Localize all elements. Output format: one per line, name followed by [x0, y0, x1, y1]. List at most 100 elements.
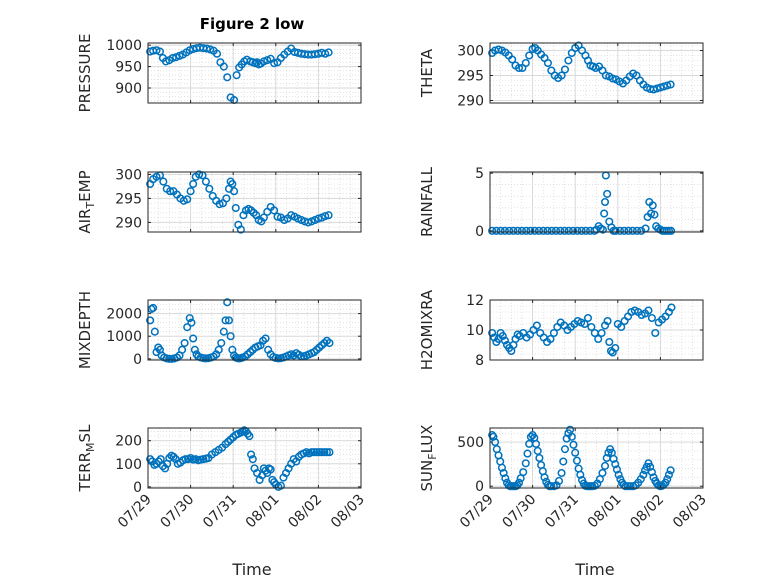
data-point: [611, 460, 620, 469]
data-point: [497, 463, 506, 472]
data-point: [215, 200, 224, 209]
data-point: [202, 44, 211, 53]
data-point: [554, 476, 564, 485]
series-markers: [488, 171, 676, 235]
y-tick-label: 2000: [106, 307, 142, 323]
data-point: [259, 213, 268, 222]
y-tick-label: 290: [457, 94, 484, 110]
data-point: [531, 439, 541, 448]
data-point: [195, 170, 204, 179]
data-point: [597, 328, 606, 338]
y-tick-label: 290: [115, 215, 142, 231]
data-point: [189, 179, 198, 189]
panel-air_temp: 290 295 300 AIRTEMP: [76, 167, 362, 234]
data-point: [491, 438, 500, 447]
data-point: [500, 336, 509, 345]
data-point: [543, 226, 552, 235]
data-point: [628, 226, 637, 235]
data-point: [547, 482, 556, 491]
data-point: [189, 334, 198, 343]
y-axis-label: MIXDEPTH: [76, 291, 94, 369]
data-point: [304, 218, 313, 227]
data-point: [187, 318, 196, 327]
data-point: [598, 225, 607, 234]
panel-h2omixra: 8 10 12 H2OMIXRA: [418, 289, 704, 370]
data-point: [180, 338, 189, 348]
data-point: [223, 73, 232, 82]
data-point: [620, 226, 629, 235]
data-point: [666, 80, 675, 89]
y-tick-label: 5: [475, 166, 484, 182]
data-point: [534, 226, 544, 235]
data-point: [324, 48, 333, 57]
series-markers: [146, 170, 333, 234]
data-point: [261, 334, 270, 343]
data-point: [500, 226, 509, 235]
data-point: [321, 212, 330, 221]
y-axis-label: RAINFALL: [418, 166, 436, 237]
data-point: [583, 313, 593, 323]
data-point: [205, 184, 214, 193]
y-axis-label-subscript: M: [84, 442, 97, 452]
data-point: [488, 431, 497, 440]
data-point: [556, 226, 565, 235]
y-tick-label: 0: [475, 224, 484, 240]
data-point: [310, 448, 319, 457]
y-axis-label-tail: EMP: [76, 170, 94, 201]
data-point: [573, 226, 582, 235]
data-point: [154, 457, 163, 466]
y-tick-label: 8: [475, 353, 484, 369]
y-axis-label: PRESSURE: [76, 34, 94, 113]
axes-box: [489, 299, 704, 361]
y-axis-label: SUNFLUX: [418, 425, 439, 492]
series-markers: [488, 41, 675, 94]
data-point: [186, 187, 195, 196]
data-point: [508, 55, 517, 64]
data-point: [490, 333, 499, 342]
data-point: [543, 58, 552, 68]
data-point: [526, 226, 535, 235]
panel-mixdepth: 0 1000 2000 MIXDEPTH: [76, 291, 362, 369]
y-tick-label: 0: [475, 479, 484, 495]
y-tick-label: 300: [115, 167, 142, 183]
data-point: [178, 345, 187, 354]
y-axis-label-subscript: F: [426, 453, 439, 459]
data-point: [501, 474, 510, 483]
data-point: [159, 177, 168, 186]
data-point: [539, 226, 548, 235]
y-tick-label: 950: [115, 60, 142, 76]
data-point: [560, 65, 570, 74]
series-markers: [488, 303, 676, 357]
data-point: [307, 448, 316, 457]
data-point: [219, 327, 228, 336]
data-point: [617, 322, 626, 332]
data-point: [600, 197, 610, 207]
y-axis-label-main: H2OMIXRA: [418, 289, 436, 370]
y-axis-label-main: SUN: [418, 460, 436, 492]
y-tick-label: 10: [466, 323, 484, 339]
data-point: [276, 481, 285, 490]
data-point: [580, 319, 589, 329]
axes-box: [147, 171, 362, 233]
panel-rainfall: 0 5 RAINFALL: [418, 166, 704, 240]
data-point: [201, 177, 210, 186]
data-point: [532, 321, 541, 330]
data-point: [547, 226, 556, 235]
data-point: [601, 71, 610, 80]
y-tick-label: 300: [457, 44, 484, 60]
data-point: [612, 465, 621, 474]
data-point: [577, 226, 586, 235]
y-axis-label: THETA: [418, 48, 436, 98]
data-point: [609, 454, 618, 463]
data-point: [324, 211, 333, 220]
data-point: [647, 468, 656, 477]
data-point: [624, 226, 633, 235]
data-point: [533, 446, 542, 455]
data-point: [530, 226, 539, 235]
data-point: [651, 328, 660, 338]
data-point: [492, 226, 501, 235]
data-point: [551, 226, 561, 235]
data-point: [650, 210, 659, 219]
data-point: [273, 212, 282, 221]
data-point: [190, 345, 199, 354]
